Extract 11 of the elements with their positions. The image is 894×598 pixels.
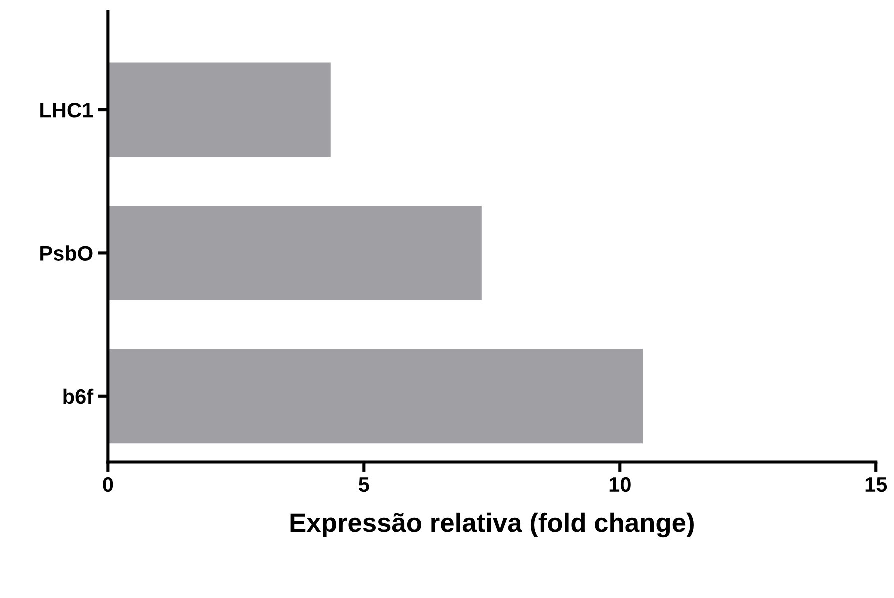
- y-tick-label: PsbO: [40, 246, 93, 261]
- bar: [108, 62, 331, 158]
- y-tick-label: LHC1: [40, 103, 94, 118]
- x-tick-label: 5: [359, 478, 370, 492]
- bar: [108, 206, 482, 300]
- x-tick-label: 10: [610, 477, 631, 492]
- x-tick-label: 15: [866, 478, 888, 492]
- y-tick-label: b6f: [64, 388, 94, 404]
- x-tick-label: 0: [103, 477, 114, 492]
- bar: [108, 349, 644, 444]
- x-axis-title: Expressão relativa (fold change): [290, 512, 694, 538]
